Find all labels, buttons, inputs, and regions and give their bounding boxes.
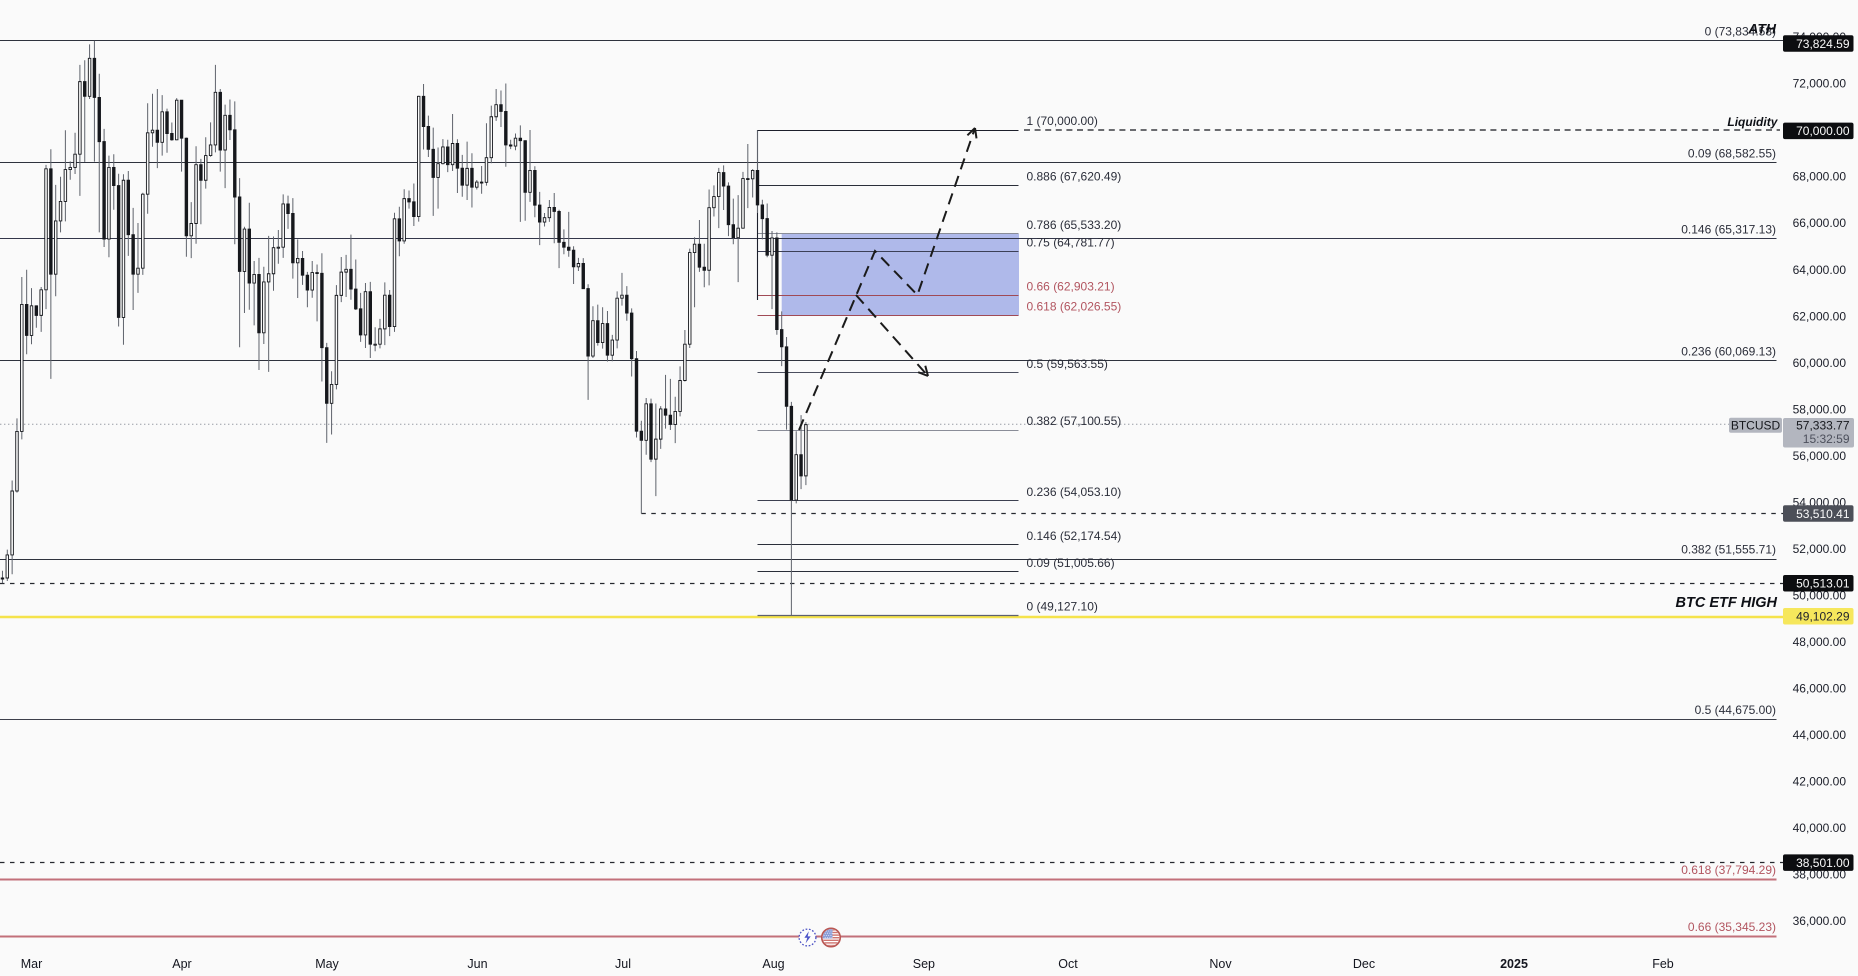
svg-text:42,000.00: 42,000.00: [1793, 775, 1847, 789]
svg-text:66,000.00: 66,000.00: [1793, 216, 1847, 230]
svg-text:0.382 (51,555.71): 0.382 (51,555.71): [1681, 543, 1776, 557]
svg-text:36,000.00: 36,000.00: [1793, 914, 1847, 928]
svg-text:57,333.77: 57,333.77: [1796, 418, 1850, 432]
svg-text:49,102.29: 49,102.29: [1796, 610, 1850, 624]
svg-text:0.66 (35,345.23): 0.66 (35,345.23): [1688, 920, 1776, 934]
svg-text:50,513.01: 50,513.01: [1796, 577, 1850, 591]
svg-text:Feb: Feb: [1652, 957, 1674, 971]
svg-text:15:32:59: 15:32:59: [1803, 432, 1850, 446]
svg-text:BTC ETF HIGH: BTC ETF HIGH: [1676, 595, 1778, 611]
svg-text:Jul: Jul: [615, 957, 631, 971]
svg-text:0.236 (60,069.13): 0.236 (60,069.13): [1681, 345, 1776, 359]
svg-text:0.382 (57,100.55): 0.382 (57,100.55): [1027, 414, 1122, 428]
svg-text:2025: 2025: [1500, 957, 1528, 971]
svg-text:0.618 (62,026.55): 0.618 (62,026.55): [1027, 300, 1122, 314]
svg-text:0.09 (51,005.66): 0.09 (51,005.66): [1027, 556, 1115, 570]
svg-text:38,501.00: 38,501.00: [1796, 856, 1850, 870]
svg-text:0.146 (52,174.54): 0.146 (52,174.54): [1027, 529, 1122, 543]
svg-text:0.618 (37,794.29): 0.618 (37,794.29): [1681, 863, 1776, 877]
svg-text:Mar: Mar: [21, 957, 43, 971]
svg-text:48,000.00: 48,000.00: [1793, 635, 1847, 649]
svg-text:0.146 (65,317.13): 0.146 (65,317.13): [1681, 223, 1776, 237]
svg-text:46,000.00: 46,000.00: [1793, 681, 1847, 695]
svg-text:73,824.59: 73,824.59: [1796, 37, 1850, 51]
svg-text:Apr: Apr: [172, 957, 191, 971]
svg-text:May: May: [315, 957, 339, 971]
svg-text:0.66 (62,903.21): 0.66 (62,903.21): [1027, 279, 1115, 293]
svg-text:60,000.00: 60,000.00: [1793, 356, 1847, 370]
svg-text:0.75 (64,781.77): 0.75 (64,781.77): [1027, 236, 1115, 250]
svg-text:Oct: Oct: [1058, 957, 1078, 971]
svg-text:BTCUSD: BTCUSD: [1731, 418, 1781, 432]
svg-text:0.5 (59,563.55): 0.5 (59,563.55): [1027, 357, 1108, 371]
svg-text:Dec: Dec: [1353, 957, 1375, 971]
svg-text:0.886 (67,620.49): 0.886 (67,620.49): [1027, 170, 1122, 184]
svg-text:44,000.00: 44,000.00: [1793, 728, 1847, 742]
svg-text:0.5 (44,675.00): 0.5 (44,675.00): [1695, 703, 1776, 717]
svg-text:Aug: Aug: [762, 957, 784, 971]
svg-text:Jun: Jun: [467, 957, 487, 971]
svg-text:1 (70,000.00): 1 (70,000.00): [1027, 114, 1098, 128]
svg-text:62,000.00: 62,000.00: [1793, 309, 1847, 323]
svg-text:58,000.00: 58,000.00: [1793, 402, 1847, 416]
svg-text:0 (49,127.10): 0 (49,127.10): [1027, 600, 1098, 614]
svg-text:0.786 (65,533.20): 0.786 (65,533.20): [1027, 218, 1122, 232]
svg-text:Liquidity: Liquidity: [1727, 115, 1778, 129]
svg-text:ATH: ATH: [1747, 21, 1777, 37]
svg-text:68,000.00: 68,000.00: [1793, 170, 1847, 184]
svg-text:52,000.00: 52,000.00: [1793, 542, 1847, 556]
svg-text:0.236 (54,053.10): 0.236 (54,053.10): [1027, 485, 1122, 499]
svg-text:Nov: Nov: [1209, 957, 1232, 971]
svg-text:70,000.00: 70,000.00: [1796, 124, 1850, 138]
svg-text:50,000.00: 50,000.00: [1793, 588, 1847, 602]
svg-text:64,000.00: 64,000.00: [1793, 263, 1847, 277]
svg-text:0.09 (68,582.55): 0.09 (68,582.55): [1688, 147, 1776, 161]
svg-text:38,000.00: 38,000.00: [1793, 868, 1847, 882]
svg-text:40,000.00: 40,000.00: [1793, 821, 1847, 835]
svg-text:72,000.00: 72,000.00: [1793, 77, 1847, 91]
svg-text:Sep: Sep: [913, 957, 935, 971]
svg-text:56,000.00: 56,000.00: [1793, 449, 1847, 463]
svg-text:53,510.41: 53,510.41: [1796, 507, 1850, 521]
svg-text:0 (73,834.58): 0 (73,834.58): [1705, 25, 1776, 39]
